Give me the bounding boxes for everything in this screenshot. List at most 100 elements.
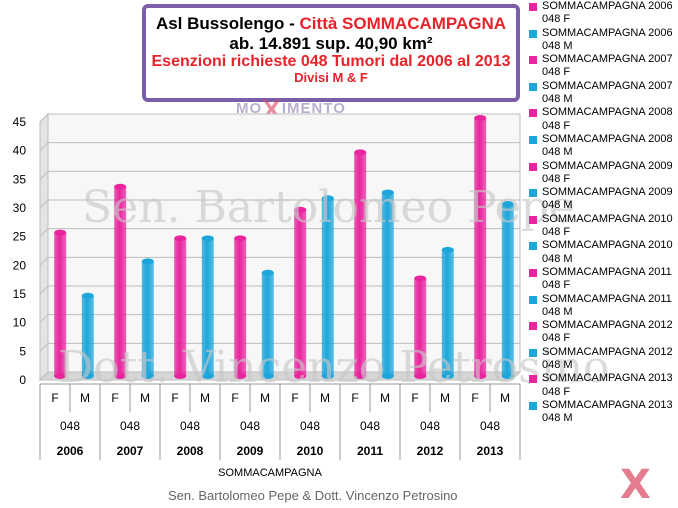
gridline-diag — [39, 342, 49, 352]
code-tick-label: 048 — [360, 419, 380, 433]
year-tick-label: 2010 — [297, 444, 324, 458]
sex-tick-label: M — [500, 391, 510, 405]
legend-item: SOMMACAMPAGNA 2009 048 M — [528, 186, 676, 213]
sex-tick-label: F — [171, 391, 178, 405]
title-line-2: ab. 14.891 sup. 40,90 km² — [229, 33, 433, 53]
legend-swatch — [529, 189, 537, 198]
y-tick-label: 35 — [13, 172, 27, 186]
chart-side-wall — [39, 112, 49, 382]
legend-item: SOMMACAMPAGNA 2012 048 M — [528, 346, 676, 373]
gridline-diag — [39, 170, 49, 180]
y-tick-label: 45 — [13, 115, 27, 129]
chart-legend: SOMMACAMPAGNA 2006 048 F SOMMACAMPAGNA 20… — [528, 0, 676, 426]
y-tick-label: 25 — [13, 230, 27, 244]
sex-tick-label: F — [411, 391, 418, 405]
bar-2010-F — [294, 206, 307, 379]
title-line-1: Asl Bussolengo - Città SOMMACAMPAGNA — [146, 14, 516, 34]
code-tick-label: 048 — [480, 419, 500, 433]
bar-2008-M — [201, 235, 214, 379]
legend-label: SOMMACAMPAGNA 2011 048 F — [542, 265, 672, 292]
legend-item: SOMMACAMPAGNA 2007 048 M — [528, 80, 676, 107]
legend-label: SOMMACAMPAGNA 2012 048 F — [542, 319, 673, 345]
sex-tick-label: F — [231, 391, 238, 405]
x-axis-label: SOMMACAMPAGNA — [218, 467, 322, 479]
bar-2007-F — [114, 183, 127, 379]
legend-swatch — [529, 56, 537, 65]
legend-item: SOMMACAMPAGNA 2010 048 M — [528, 239, 676, 266]
bar-2010-M — [321, 195, 334, 379]
legend-label: SOMMACAMPAGNA 2009 048 M — [542, 186, 673, 212]
y-tick-label: 30 — [13, 201, 27, 215]
year-tick-label: 2013 — [477, 444, 504, 458]
code-tick-label: 048 — [60, 419, 80, 433]
legend-label: SOMMACAMPAGNA 2008 048 M — [542, 132, 673, 159]
legend-label: SOMMACAMPAGNA 2012 048 M — [542, 345, 673, 372]
legend-swatch — [529, 109, 537, 118]
code-tick-label: 048 — [120, 419, 140, 433]
code-tick-label: 048 — [300, 419, 320, 433]
legend-label: SOMMACAMPAGNA 2006 048 M — [542, 26, 673, 52]
bar-2012-F — [414, 275, 427, 379]
bar-2012-M — [441, 246, 454, 379]
legend-swatch — [529, 242, 537, 251]
title-asl: Asl Bussolengo - — [155, 14, 300, 33]
moximento-logo: MOXIMENTO — [236, 94, 346, 125]
legend-swatch — [529, 82, 537, 91]
sex-tick-label: M — [200, 391, 210, 405]
code-tick-label: 048 — [240, 419, 260, 433]
legend-label: SOMMACAMPAGNA 2013 048 M — [542, 398, 673, 425]
legend-label: SOMMACAMPAGNA 2008 048 F — [542, 106, 673, 132]
legend-swatch — [529, 29, 537, 38]
bar-2006-F — [54, 229, 67, 379]
legend-item: SOMMACAMPAGNA 2012 048 F — [528, 319, 676, 346]
legend-label: SOMMACAMPAGNA 2013 048 F — [542, 372, 673, 398]
legend-label: SOMMACAMPAGNA 2007 048 M — [542, 79, 673, 106]
title-city: Città SOMMACAMPAGNA — [299, 14, 507, 33]
legend-item: SOMMACAMPAGNA 2013 048 M — [528, 399, 676, 426]
code-tick-label: 048 — [420, 419, 440, 433]
legend-item: SOMMACAMPAGNA 2007 048 F — [528, 53, 676, 80]
sex-tick-label: M — [440, 391, 450, 405]
sex-tick-label: F — [351, 391, 358, 405]
legend-swatch — [529, 401, 537, 410]
year-tick-label: 2008 — [177, 444, 204, 458]
gridline-diag — [39, 142, 49, 152]
year-tick-label: 2012 — [417, 444, 444, 458]
bar-2013-F — [474, 115, 487, 379]
footer-credits: Sen. Bartolomeo Pepe & Dott. Vincenzo Pe… — [168, 488, 458, 503]
legend-swatch — [529, 215, 537, 224]
legend-item: SOMMACAMPAGNA 2006 048 F — [528, 0, 676, 27]
legend-item: SOMMACAMPAGNA 2010 048 F — [528, 213, 676, 240]
sex-tick-label: F — [51, 391, 58, 405]
sex-tick-label: F — [471, 391, 478, 405]
legend-swatch — [529, 162, 537, 171]
gridline-diag — [39, 199, 49, 209]
title-line-3: Esenzioni richieste 048 Tumori dal 2006 … — [151, 53, 511, 71]
year-tick-label: 2006 — [57, 444, 84, 458]
gridline-diag — [39, 228, 49, 238]
bar-2008-F — [174, 235, 187, 379]
bar-2007-M — [141, 258, 154, 379]
legend-label: SOMMACAMPAGNA 2009 048 F — [542, 159, 673, 185]
legend-item: SOMMACAMPAGNA 2006 048 M — [528, 27, 676, 54]
title-box: Asl Bussolengo - Città SOMMACAMPAGNA ab.… — [142, 4, 520, 102]
y-tick-label: 10 — [13, 316, 27, 330]
gridline-diag — [39, 285, 49, 295]
legend-swatch — [529, 135, 537, 144]
bar-2006-M — [81, 292, 94, 379]
bar-2011-M — [381, 189, 394, 379]
legend-swatch — [529, 295, 537, 304]
year-tick-label: 2009 — [237, 444, 264, 458]
bar-2013-M — [501, 201, 514, 379]
legend-item: SOMMACAMPAGNA 2008 048 F — [528, 106, 676, 133]
y-tick-label: 5 — [19, 344, 26, 358]
legend-label: SOMMACAMPAGNA 2007 048 F — [542, 53, 673, 79]
sex-tick-label: M — [320, 391, 330, 405]
legend-label: SOMMACAMPAGNA 2010 048 F — [542, 212, 673, 239]
sex-tick-label: M — [260, 391, 270, 405]
y-tick-label: 15 — [13, 287, 27, 301]
year-tick-label: 2007 — [117, 444, 144, 458]
legend-swatch — [529, 348, 537, 357]
code-tick-label: 048 — [180, 419, 200, 433]
